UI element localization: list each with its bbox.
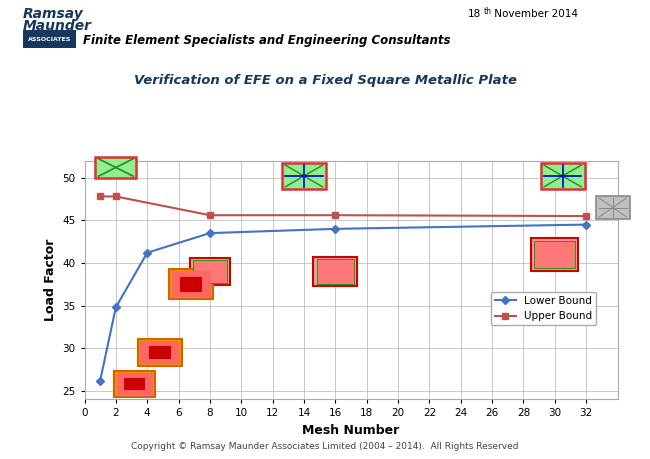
- Bar: [317, 259, 354, 284]
- Bar: [140, 341, 179, 364]
- Bar: [595, 196, 630, 219]
- Bar: [125, 378, 145, 390]
- Lower Bound: [143, 250, 151, 256]
- Lower Bound: [112, 304, 120, 310]
- Bar: [313, 257, 358, 286]
- Bar: [190, 258, 230, 285]
- Y-axis label: Load Factor: Load Factor: [44, 239, 57, 321]
- Legend: Lower Bound, Upper Bound: Lower Bound, Upper Bound: [491, 292, 596, 325]
- Bar: [169, 269, 213, 299]
- Text: Finite Element Specialists and Engineering Consultants: Finite Element Specialists and Engineeri…: [83, 34, 450, 47]
- Line: Lower Bound: Lower Bound: [98, 222, 589, 383]
- Upper Bound: [112, 194, 120, 199]
- Bar: [541, 163, 584, 189]
- Bar: [282, 163, 326, 189]
- Text: 18: 18: [468, 9, 481, 19]
- Text: ASSOCIATES: ASSOCIATES: [28, 37, 71, 41]
- Text: Verification of EFE on a Fixed Square Metallic Plate: Verification of EFE on a Fixed Square Me…: [133, 74, 517, 87]
- Bar: [114, 371, 155, 397]
- Bar: [531, 238, 578, 271]
- Text: Maunder: Maunder: [23, 19, 92, 34]
- Text: Copyright © Ramsay Maunder Associates Limited (2004 – 2014).  All Rights Reserve: Copyright © Ramsay Maunder Associates Li…: [131, 442, 519, 451]
- Upper Bound: [96, 194, 104, 199]
- Line: Upper Bound: Upper Bound: [98, 194, 589, 219]
- Text: th: th: [484, 7, 492, 16]
- Upper Bound: [582, 213, 590, 219]
- Bar: [96, 157, 136, 178]
- Upper Bound: [206, 213, 214, 218]
- Upper Bound: [332, 213, 339, 218]
- Text: November 2014: November 2014: [491, 9, 578, 19]
- Bar: [149, 346, 171, 359]
- Lower Bound: [206, 230, 214, 236]
- Bar: [192, 260, 227, 283]
- X-axis label: Mesh Number: Mesh Number: [302, 424, 400, 437]
- Bar: [138, 339, 182, 366]
- Bar: [180, 277, 202, 292]
- Lower Bound: [582, 222, 590, 227]
- Bar: [172, 271, 211, 297]
- Lower Bound: [332, 226, 339, 232]
- Lower Bound: [96, 378, 104, 383]
- Bar: [116, 373, 153, 395]
- Text: Ramsay: Ramsay: [23, 7, 83, 21]
- Bar: [534, 241, 575, 268]
